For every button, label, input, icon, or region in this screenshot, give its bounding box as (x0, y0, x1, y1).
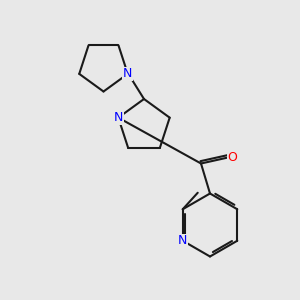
Text: N: N (114, 111, 123, 124)
Text: N: N (123, 68, 132, 80)
Text: N: N (178, 234, 188, 247)
Text: O: O (228, 151, 237, 164)
